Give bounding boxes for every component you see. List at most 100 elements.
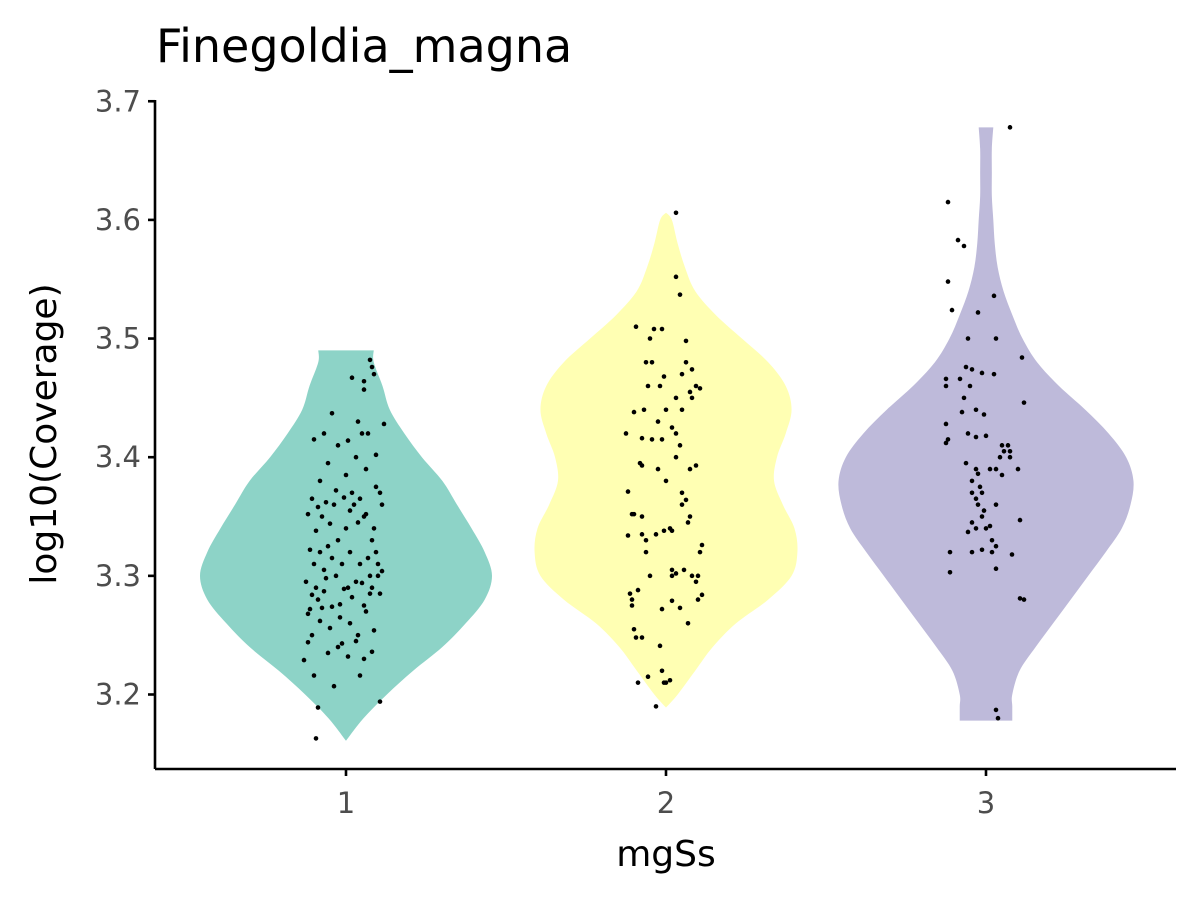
point-1-38 (373, 484, 379, 490)
point-2-49 (687, 514, 693, 519)
point-2-11 (659, 326, 665, 332)
point-3-18 (967, 383, 973, 389)
point-3-67 (1017, 596, 1023, 601)
point-1-51 (371, 371, 377, 377)
point-3-63 (1009, 552, 1015, 557)
point-3-48 (975, 502, 981, 507)
point-2-81 (685, 621, 691, 626)
point-1-39 (311, 437, 317, 442)
point-1-34 (333, 488, 339, 493)
point-1-14 (333, 573, 339, 579)
point-1-55 (329, 555, 335, 561)
point-1-95 (349, 490, 355, 496)
point-1-32 (317, 478, 323, 484)
point-2-47 (631, 511, 637, 517)
point-1-20 (379, 568, 385, 574)
point-1-1 (315, 705, 321, 710)
point-1-21 (307, 547, 313, 553)
point-1-58 (357, 561, 363, 567)
point-3-44 (977, 484, 983, 490)
point-2-48 (639, 514, 645, 519)
point-3-19 (961, 395, 967, 401)
point-3-30 (999, 443, 1005, 448)
point-2-3 (667, 677, 673, 683)
point-2-18 (679, 371, 685, 377)
x-tick-label: 1 (337, 786, 355, 820)
point-3-40 (993, 466, 999, 472)
point-1-86 (337, 602, 343, 607)
point-1-103 (375, 561, 381, 567)
point-1-54 (321, 567, 327, 573)
point-2-76 (659, 606, 665, 612)
point-1-29 (369, 537, 375, 543)
y-tick-label: 3.6 (95, 203, 141, 237)
point-1-69 (335, 644, 341, 650)
point-2-66 (689, 573, 695, 579)
point-1-96 (341, 495, 347, 500)
point-3-4 (945, 279, 951, 284)
point-1-57 (347, 549, 353, 555)
point-1-67 (371, 628, 377, 633)
point-1-94 (359, 431, 365, 436)
point-1-93 (345, 438, 351, 443)
point-1-19 (375, 573, 381, 579)
point-2-65 (669, 573, 675, 579)
point-3-51 (979, 514, 985, 519)
point-2-64 (681, 567, 687, 573)
point-1-71 (353, 638, 359, 644)
point-1-25 (335, 537, 341, 543)
point-2-52 (669, 528, 675, 534)
point-1-82 (379, 502, 385, 507)
point-2-8 (677, 292, 683, 297)
point-1-15 (341, 586, 347, 592)
point-1-7 (377, 699, 383, 704)
point-2-32 (623, 431, 629, 436)
point-1-10 (319, 605, 325, 611)
point-1-88 (353, 579, 359, 585)
point-2-40 (693, 463, 699, 468)
point-layer (301, 125, 1027, 741)
x-axis-ticks: 1 2 3 (337, 769, 995, 820)
point-2-14 (643, 359, 649, 365)
point-1-43 (365, 431, 371, 436)
point-1-24 (327, 521, 333, 526)
point-1-35 (343, 472, 349, 478)
point-2-27 (631, 409, 637, 415)
point-3-14 (991, 371, 997, 377)
point-3-25 (965, 431, 971, 436)
point-1-98 (309, 592, 315, 598)
point-2-5 (635, 680, 641, 685)
point-3-24 (943, 421, 949, 427)
point-2-56 (639, 532, 645, 537)
point-2-17 (689, 367, 695, 372)
point-3-3 (961, 243, 967, 249)
point-3-35 (1007, 454, 1013, 460)
point-3-13 (979, 370, 985, 376)
point-2-20 (657, 383, 663, 389)
point-1-53 (311, 561, 317, 567)
point-1-12 (315, 597, 321, 602)
point-3-70 (995, 715, 1001, 721)
point-1-74 (305, 511, 311, 517)
point-1-92 (335, 443, 341, 448)
point-1-41 (329, 411, 335, 416)
point-2-29 (655, 419, 661, 424)
point-1-4 (331, 683, 337, 689)
point-3-46 (973, 496, 979, 502)
point-2-37 (673, 454, 679, 460)
point-2-50 (685, 520, 691, 525)
point-3-58 (989, 537, 995, 543)
point-2-69 (635, 587, 641, 593)
point-1-6 (357, 673, 363, 678)
y-tick-label: 3.2 (95, 678, 141, 712)
point-2-75 (677, 605, 683, 611)
point-3-28 (945, 437, 951, 442)
point-3-57 (965, 529, 971, 535)
point-3-11 (963, 364, 969, 370)
point-2-4 (645, 674, 651, 679)
point-2-16 (683, 359, 689, 365)
point-1-83 (313, 585, 319, 591)
y-tick-label: 3.4 (95, 440, 141, 474)
point-1-64 (347, 621, 353, 626)
point-3-5 (949, 307, 955, 313)
